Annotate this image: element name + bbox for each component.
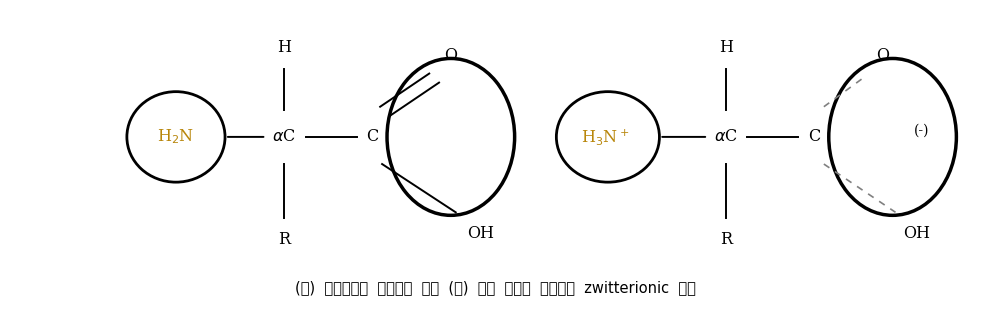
Text: C: C <box>366 128 378 145</box>
Text: O: O <box>445 47 457 64</box>
Text: (-): (-) <box>915 124 930 138</box>
Text: (좌)  아미노산의  일반적인  구조  (우)  중성  수용액  내에서의  zwitterionic  구조: (좌) 아미노산의 일반적인 구조 (우) 중성 수용액 내에서의 zwitte… <box>295 280 695 295</box>
Text: H$_2$N: H$_2$N <box>157 127 194 146</box>
Text: OH: OH <box>466 225 494 242</box>
Text: O: O <box>876 47 889 64</box>
Text: R: R <box>720 231 732 248</box>
Text: $\alpha$C: $\alpha$C <box>714 128 738 145</box>
Text: H: H <box>719 39 733 56</box>
Text: H: H <box>277 39 291 56</box>
Text: OH: OH <box>904 225 931 242</box>
Text: H$_3$N$^+$: H$_3$N$^+$ <box>581 127 629 147</box>
Text: R: R <box>278 231 290 248</box>
Text: C: C <box>808 128 820 145</box>
Text: $\alpha$C: $\alpha$C <box>272 128 296 145</box>
